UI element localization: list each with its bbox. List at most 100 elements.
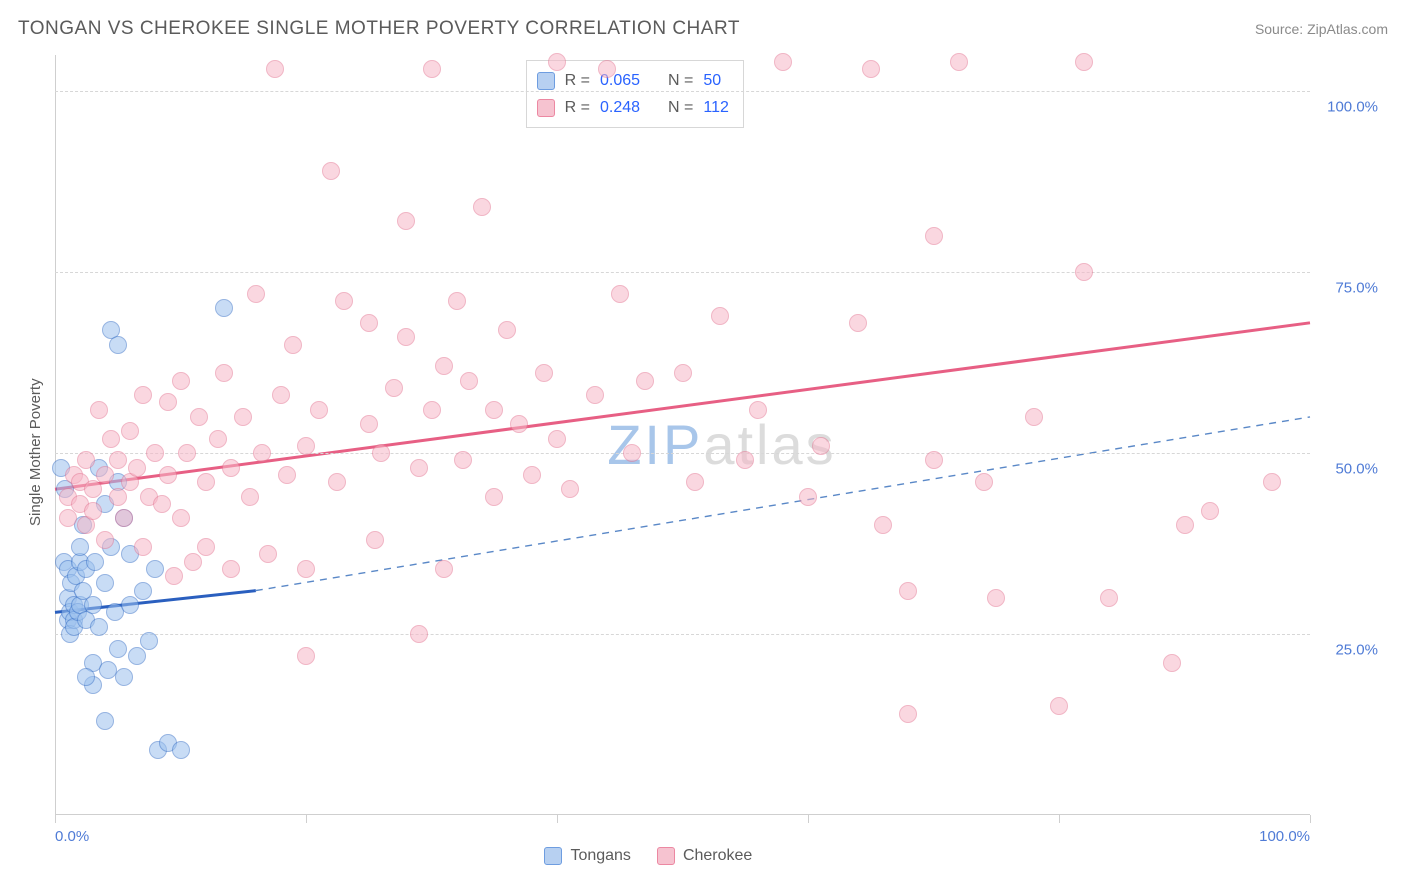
series-swatch — [537, 99, 555, 117]
data-point — [360, 415, 378, 433]
data-point — [410, 459, 428, 477]
data-point — [510, 415, 528, 433]
data-point — [322, 162, 340, 180]
data-point — [799, 488, 817, 506]
data-point — [372, 444, 390, 462]
data-point — [159, 393, 177, 411]
data-point — [272, 386, 290, 404]
data-point — [435, 560, 453, 578]
data-point — [109, 488, 127, 506]
x-tick — [808, 815, 809, 823]
title-row: TONGAN VS CHEROKEE SINGLE MOTHER POVERTY… — [18, 18, 1388, 40]
data-point — [197, 538, 215, 556]
data-point — [987, 589, 1005, 607]
data-point — [146, 444, 164, 462]
data-point — [284, 336, 302, 354]
data-point — [297, 647, 315, 665]
data-point — [128, 459, 146, 477]
data-point — [636, 372, 654, 390]
data-point — [140, 632, 158, 650]
data-point — [109, 451, 127, 469]
data-point — [134, 538, 152, 556]
data-point — [385, 379, 403, 397]
data-point — [222, 459, 240, 477]
chart-source: Source: ZipAtlas.com — [1255, 21, 1388, 37]
data-point — [241, 488, 259, 506]
data-point — [165, 567, 183, 585]
data-point — [561, 480, 579, 498]
data-point — [190, 408, 208, 426]
legend-swatch — [544, 847, 562, 865]
data-point — [448, 292, 466, 310]
data-point — [102, 430, 120, 448]
data-point — [674, 364, 692, 382]
y-tick-label: 75.0% — [1318, 280, 1378, 297]
data-point — [96, 531, 114, 549]
y-tick-label: 100.0% — [1318, 99, 1378, 116]
y-gridline — [55, 453, 1310, 454]
data-point — [623, 444, 641, 462]
legend-swatch — [657, 847, 675, 865]
data-point — [1050, 697, 1068, 715]
stats-row: R = 0.248N = 112 — [537, 94, 729, 121]
stats-row: R = 0.065N = 50 — [537, 67, 729, 94]
data-point — [1025, 408, 1043, 426]
data-point — [736, 451, 754, 469]
data-point — [96, 712, 114, 730]
data-point — [1176, 516, 1194, 534]
data-point — [59, 509, 77, 527]
data-point — [548, 53, 566, 71]
trend-lines — [55, 55, 1310, 815]
x-tick — [55, 815, 56, 823]
data-point — [485, 488, 503, 506]
data-point — [686, 473, 704, 491]
data-point — [121, 596, 139, 614]
data-point — [84, 596, 102, 614]
data-point — [134, 582, 152, 600]
data-point — [96, 574, 114, 592]
legend-item: Tongans — [544, 847, 631, 865]
data-point — [86, 553, 104, 571]
data-point — [523, 466, 541, 484]
data-point — [899, 705, 917, 723]
data-point — [128, 647, 146, 665]
chart-title: TONGAN VS CHEROKEE SINGLE MOTHER POVERTY… — [18, 18, 740, 40]
legend-label: Tongans — [570, 847, 631, 865]
data-point — [849, 314, 867, 332]
series-swatch — [537, 72, 555, 90]
data-point — [77, 668, 95, 686]
data-point — [172, 509, 190, 527]
y-tick-label: 50.0% — [1318, 461, 1378, 478]
data-point — [1201, 502, 1219, 520]
data-point — [598, 60, 616, 78]
data-point — [335, 292, 353, 310]
data-point — [975, 473, 993, 491]
data-point — [1100, 589, 1118, 607]
legend-label: Cherokee — [683, 847, 752, 865]
data-point — [234, 408, 252, 426]
data-point — [159, 466, 177, 484]
data-point — [215, 299, 233, 317]
data-point — [90, 401, 108, 419]
chart-frame: TONGAN VS CHEROKEE SINGLE MOTHER POVERTY… — [0, 0, 1406, 892]
y-axis-label: Single Mother Poverty — [27, 379, 44, 527]
y-gridline — [55, 272, 1310, 273]
data-point — [874, 516, 892, 534]
data-point — [1075, 263, 1093, 281]
x-tick — [1310, 815, 1311, 823]
data-point — [711, 307, 729, 325]
data-point — [1263, 473, 1281, 491]
data-point — [435, 357, 453, 375]
data-point — [77, 451, 95, 469]
data-point — [423, 401, 441, 419]
data-point — [366, 531, 384, 549]
data-point — [328, 473, 346, 491]
x-axis-line — [55, 814, 1310, 815]
data-point — [297, 560, 315, 578]
legend-item: Cherokee — [657, 847, 752, 865]
data-point — [215, 364, 233, 382]
data-point — [862, 60, 880, 78]
data-point — [485, 401, 503, 419]
data-point — [259, 545, 277, 563]
data-point — [460, 372, 478, 390]
